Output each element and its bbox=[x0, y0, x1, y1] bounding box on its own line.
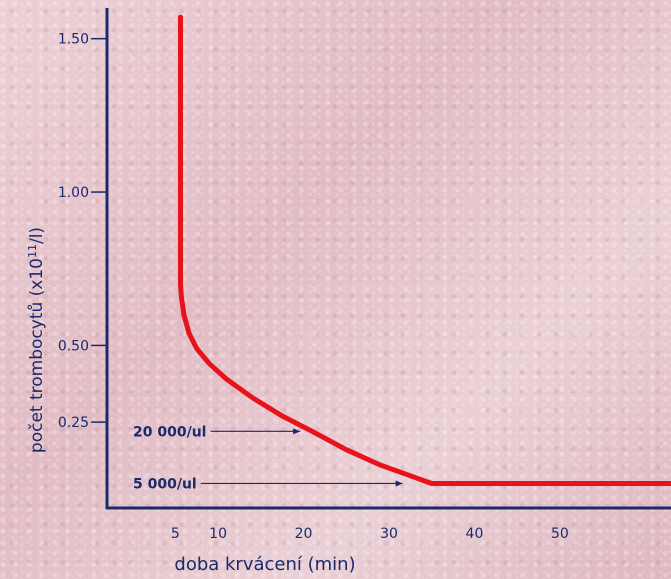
annotations: 20 000/ul 5 000/ul bbox=[133, 424, 403, 492]
axes bbox=[105, 8, 671, 510]
x-tick-label: 40 bbox=[466, 526, 484, 542]
y-axis-title-main: počet trombocytů (x10 bbox=[27, 258, 47, 453]
y-tick-label: 1.00 bbox=[58, 185, 89, 201]
x-tick-label: 50 bbox=[551, 526, 569, 542]
y-tick-label: 0.50 bbox=[58, 338, 89, 354]
series bbox=[178, 14, 671, 486]
x-tick-label: 5 bbox=[171, 526, 180, 542]
y-tick-label: 0.25 bbox=[58, 415, 89, 431]
x-axis-title: doba krvácení (min) bbox=[174, 554, 355, 575]
ticks: 0.25 0.50 1.00 1.50 5 10 20 30 40 50 bbox=[58, 32, 569, 542]
y-axis-title-suffix: /l) bbox=[27, 227, 47, 244]
annotation-label: 5 000/ul bbox=[133, 476, 197, 492]
x-tick-label: 10 bbox=[209, 526, 227, 542]
y-axis-title-sup: 11 bbox=[26, 244, 39, 258]
x-tick-label: 30 bbox=[380, 526, 398, 542]
x-tick-label: 20 bbox=[295, 526, 313, 542]
y-tick-label: 1.50 bbox=[58, 32, 89, 48]
y-axis-title: počet trombocytů (x1011/l) bbox=[26, 227, 47, 453]
series-line bbox=[178, 14, 671, 486]
annotation-label: 20 000/ul bbox=[133, 424, 206, 440]
